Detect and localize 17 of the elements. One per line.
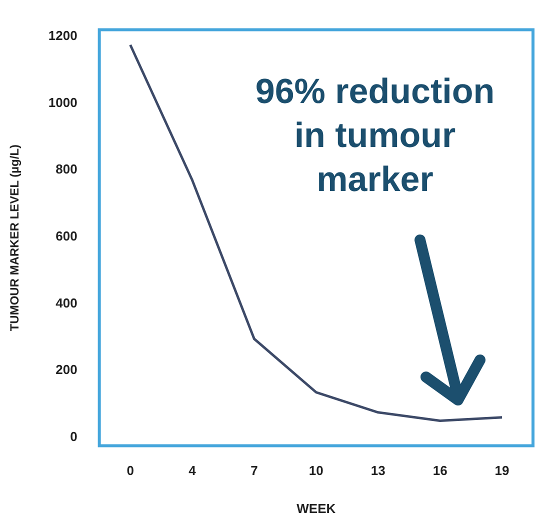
x-tick-label: 0	[126, 463, 134, 478]
x-tick-label: 16	[432, 463, 448, 478]
x-tick-label: 19	[494, 463, 510, 478]
y-tick-label: 1000	[48, 94, 78, 110]
y-tick-label: 600	[56, 228, 78, 244]
x-tick-label: 13	[370, 463, 386, 478]
y-tick-label: 0	[70, 429, 78, 444]
x-tick-label: 10	[308, 463, 324, 478]
annotation: 96% reduction in tumour marker	[254, 71, 496, 201]
x-axis-title: WEEK	[296, 500, 336, 516]
x-tick-label: 4	[188, 463, 197, 478]
y-tick-label: 1200	[48, 28, 78, 44]
x-tick-label: 7	[250, 463, 258, 478]
y-axis-title: TUMOUR MARKER LEVEL (µg/L)	[8, 144, 22, 332]
y-tick-label: 200	[56, 362, 78, 378]
y-tick-label: 800	[56, 162, 78, 177]
y-tick-label: 400	[56, 295, 78, 310]
